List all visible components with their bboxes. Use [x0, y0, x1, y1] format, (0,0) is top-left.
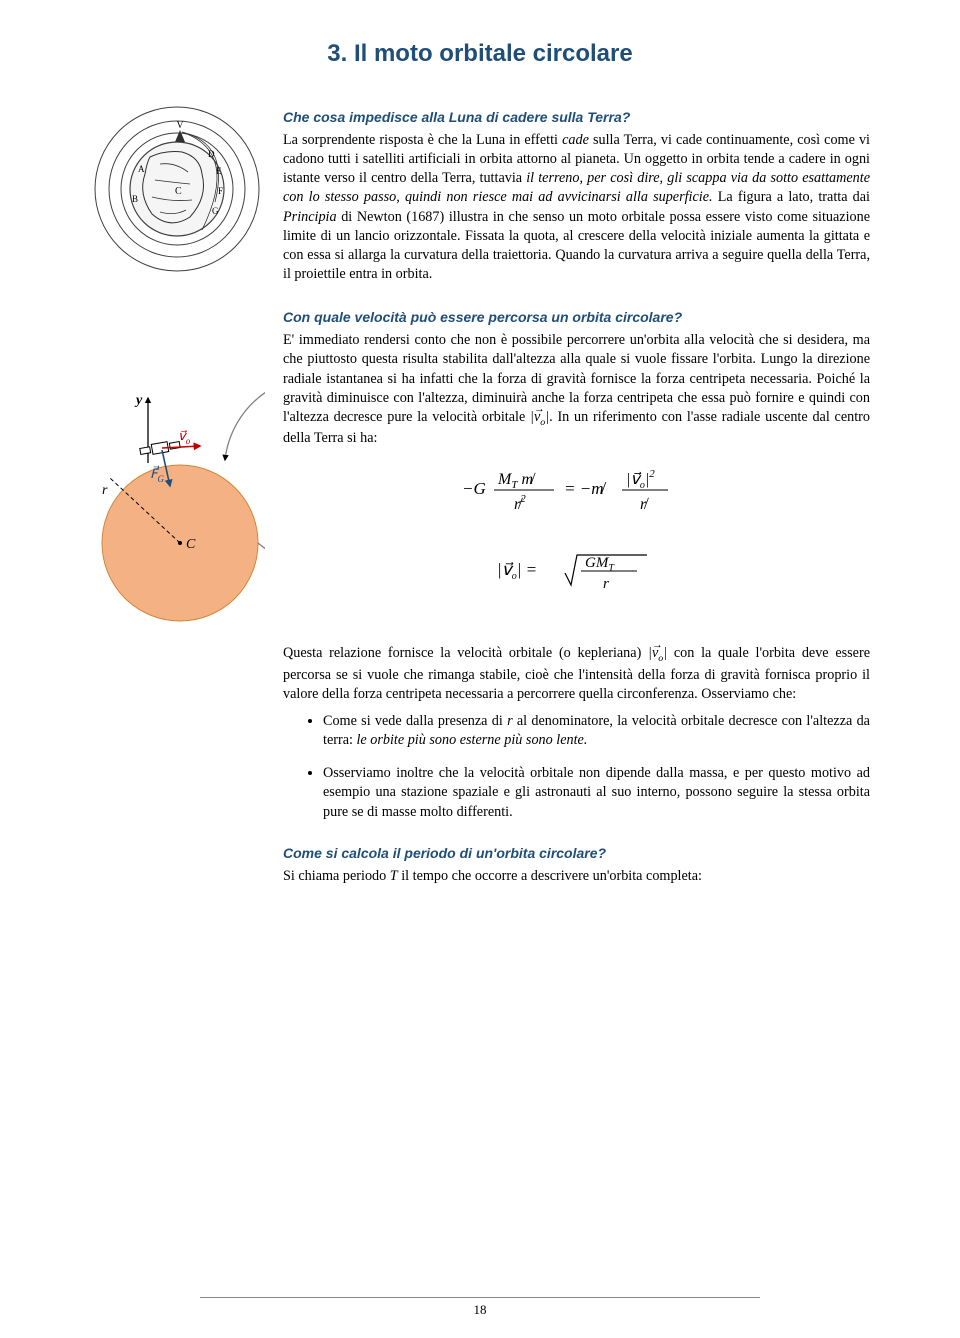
newton-figure-col: V A B D E F G C [90, 98, 265, 277]
equation-centripetal: −G MT m̸ r̸2 = −m̸ |v⃗o|2 r̸ [283, 462, 870, 528]
label-y: y [134, 393, 143, 408]
section-1-para: La sorprendente risposta è che la Luna i… [283, 131, 870, 284]
section-2-text: Con quale velocità può essere percorsa u… [283, 298, 870, 617]
svg-text:MT m̸: MT m̸ [497, 471, 536, 491]
svg-text:D: D [208, 149, 215, 159]
svg-text:C: C [175, 186, 182, 197]
bullet-item-2: Osserviamo inoltre che la velocità orbit… [323, 764, 870, 822]
footer-rule [200, 1297, 760, 1298]
math-T: T [390, 868, 398, 884]
text-italic: Principia [283, 209, 337, 225]
text-italic: le orbite più sono esterne più sono lent… [356, 732, 587, 748]
section-3: Questa relazione fornisce la velocità or… [283, 644, 870, 886]
newton-cannonball-diagram: V A B D E F G C [90, 102, 265, 277]
text-italic: cade [562, 132, 589, 148]
text: Si chiama periodo [283, 868, 390, 884]
label-C: C [186, 537, 196, 552]
bullet-item-1: Come si vede dalla presenza di r al deno… [323, 712, 870, 750]
svg-text:= −m̸: = −m̸ [564, 479, 606, 498]
text: La figura a lato, tratta dai [713, 189, 870, 205]
orbit-diagram: r C y v⃗o F⃗G [90, 368, 265, 638]
page-number: 18 [474, 1302, 487, 1317]
section-1-row: V A B D E F G C Che cosa impedisce alla … [90, 98, 870, 292]
svg-text:|v⃗o| =: |v⃗o| = [497, 560, 537, 582]
math-vo: |vo| [530, 409, 549, 425]
svg-text:r̸: r̸ [640, 496, 649, 513]
orbit-figure-col: r C y v⃗o F⃗G [90, 298, 265, 638]
section-2-row: r C y v⃗o F⃗G Con quale velocità può ess… [90, 298, 870, 638]
label-r: r [102, 483, 108, 498]
svg-text:F: F [218, 186, 223, 196]
svg-text:V: V [176, 120, 184, 131]
svg-text:E: E [216, 166, 222, 176]
math-vo: |vo| [648, 645, 667, 661]
equation-orbital-speed: |v⃗o| = GMT r [283, 543, 870, 604]
svg-text:A: A [138, 164, 145, 174]
svg-text:−G: −G [462, 479, 486, 498]
text: Come si vede dalla presenza di [323, 713, 507, 729]
page-footer: 18 [0, 1297, 960, 1318]
text: La sorprendente risposta è che la Luna i… [283, 132, 562, 148]
section-1-heading: Che cosa impedisce alla Luna di cadere s… [283, 108, 870, 127]
section-3-para: Questa relazione fornisce la velocità or… [283, 644, 870, 704]
text: il tempo che occorre a descrivere un'orb… [398, 868, 702, 884]
section-1-text: Che cosa impedisce alla Luna di cadere s… [283, 98, 870, 292]
svg-text:|v⃗o|2: |v⃗o|2 [626, 468, 655, 491]
bullet-list: Come si vede dalla presenza di r al deno… [303, 712, 870, 822]
svg-text:B: B [132, 194, 138, 204]
svg-text:r: r [603, 576, 609, 592]
section-2-para: E' immediato rendersi conto che non è po… [283, 331, 870, 448]
section-2-heading: Con quale velocità può essere percorsa u… [283, 308, 870, 327]
page-title: 3. Il moto orbitale circolare [90, 40, 870, 68]
section-4-para: Si chiama periodo T il tempo che occorre… [283, 867, 870, 886]
section-4-heading: Come si calcola il periodo di un'orbita … [283, 844, 870, 863]
text: di Newton (1687) illustra in che senso u… [283, 209, 870, 283]
text: Questa relazione fornisce la velocità or… [283, 645, 648, 661]
svg-text:r̸2: r̸2 [514, 493, 526, 513]
svg-text:G: G [212, 206, 219, 216]
